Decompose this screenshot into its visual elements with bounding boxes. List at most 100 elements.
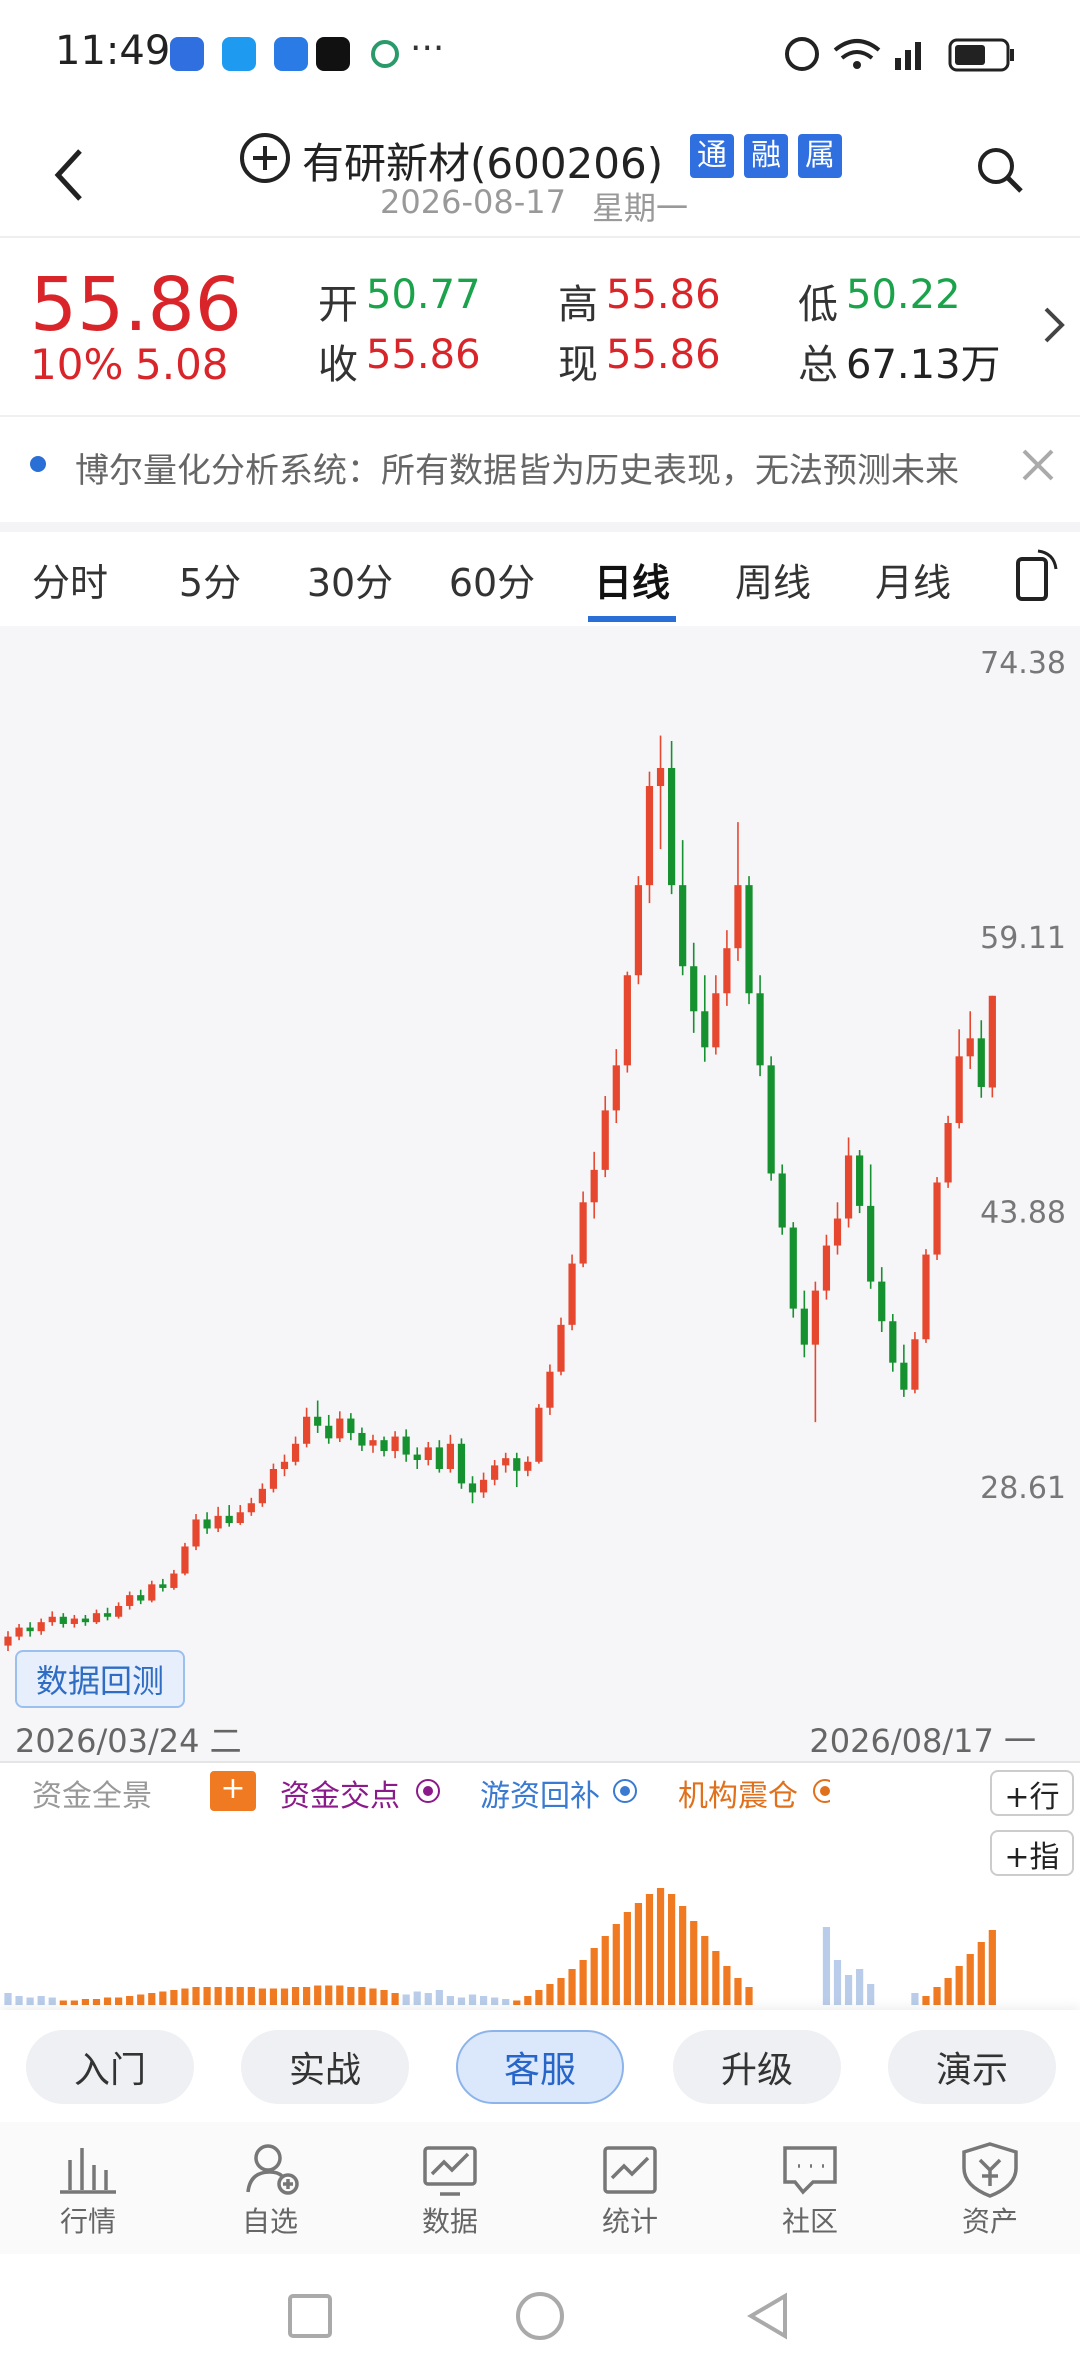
fund-bar [524, 1996, 532, 2005]
tab[interactable]: 30分 [306, 561, 394, 605]
fund-bar [745, 1987, 753, 2005]
nav-item[interactable]: 资产 [961, 2205, 1019, 2238]
badge: 属 [798, 134, 842, 178]
fund-legend[interactable]: 资金交点 [280, 1779, 400, 1814]
fund-legend[interactable]: 机构震仓 [678, 1779, 798, 1814]
tab[interactable]: 日线 [593, 561, 671, 605]
tab[interactable]: 周线 [734, 561, 812, 605]
fund-add[interactable]: + [210, 1771, 256, 1811]
rotate-icon[interactable] [1012, 545, 1062, 605]
fund-bar [148, 1993, 156, 2005]
fund-legend[interactable]: 游资回补 [480, 1779, 600, 1814]
add-indicator[interactable]: +指 [990, 1830, 1074, 1876]
quote-more[interactable] [1040, 305, 1070, 345]
fund-legend[interactable]: 资金全景 [32, 1779, 152, 1814]
candle-body [303, 1416, 311, 1444]
nav-item[interactable]: 数据 [421, 2205, 479, 2238]
nav-item[interactable]: 自选 [241, 2205, 299, 2238]
candle-body [690, 966, 698, 1012]
nav-item[interactable]: 社区 [781, 2205, 839, 2238]
candle-body [170, 1573, 178, 1588]
candle-body [856, 1155, 864, 1206]
fund-bar [513, 2000, 521, 2005]
candle-body [601, 1110, 609, 1170]
fund-bar [103, 1997, 112, 2005]
candle-body [325, 1425, 333, 1439]
tab[interactable]: 5分 [178, 561, 242, 605]
fund-bar [557, 1978, 565, 2005]
fund-bar [314, 1985, 322, 2005]
fund-bar [225, 1987, 233, 2005]
divider [0, 236, 1080, 238]
price: 55.86 [30, 262, 242, 348]
candle-body [513, 1458, 521, 1471]
tab[interactable]: 60分 [448, 561, 536, 605]
quote-label: 收 [318, 342, 358, 388]
action-button[interactable]: 升级 [673, 2030, 841, 2104]
back-button[interactable] [50, 145, 90, 205]
fund-bar [59, 2000, 67, 2005]
fund-bar [303, 1987, 311, 2005]
candle-body [811, 1290, 819, 1345]
notice-text: 博尔量化分析系统：所有数据皆为历史表现，无法预测未来 [75, 451, 959, 491]
fund-bar [26, 1997, 34, 2005]
candle-body [734, 885, 742, 949]
fund-bar [679, 1906, 687, 2005]
action-button[interactable]: 实战 [241, 2030, 409, 2104]
fund-bar [369, 1988, 377, 2005]
fund-bar [446, 1996, 454, 2005]
fund-bar [336, 1985, 344, 2005]
notice-close[interactable] [1020, 447, 1056, 483]
candle-body [181, 1546, 189, 1574]
candle-body [148, 1584, 156, 1601]
fund-bar [435, 1990, 443, 2005]
nav-item[interactable]: 行情 [59, 2205, 117, 2238]
fund-bar [612, 1924, 620, 2005]
fund-bar [203, 1987, 211, 2005]
candle-body [336, 1418, 344, 1439]
search-button[interactable] [975, 145, 1025, 195]
candle-body [258, 1488, 266, 1504]
fund-bar [159, 1991, 167, 2005]
candle-body [126, 1595, 134, 1606]
candle-body [92, 1613, 101, 1623]
fund-bar [347, 1987, 355, 2005]
fund-bar [966, 1954, 974, 2005]
candle-body [800, 1308, 808, 1345]
action-button[interactable]: 客服 [456, 2030, 624, 2104]
add-watch-icon[interactable] [238, 131, 292, 185]
fund-bar [70, 2000, 78, 2005]
candle-body [291, 1443, 300, 1462]
badge: 融 [744, 134, 788, 178]
candle-body [137, 1595, 145, 1601]
candle-body [192, 1519, 200, 1547]
action-button[interactable]: 演示 [888, 2030, 1056, 2104]
kline-chart: 74.38 59.11 43.88 28.61 [0, 646, 1080, 2005]
candle-body [413, 1454, 421, 1460]
candle-body [911, 1339, 919, 1390]
tab[interactable]: 分时 [31, 561, 109, 605]
candle-body [48, 1616, 56, 1623]
nav-item[interactable]: 统计 [601, 2205, 659, 2238]
tab[interactable]: 月线 [874, 561, 952, 605]
quote-value: 55.86 [606, 272, 721, 318]
quote-value: 50.22 [846, 272, 961, 318]
nav-bar [0, 2122, 1080, 2254]
fund-bar [115, 1997, 123, 2005]
add-row[interactable]: +行 [990, 1770, 1074, 1816]
fund-bar [933, 1987, 941, 2005]
action-button[interactable]: 入门 [26, 2030, 194, 2104]
candle-body [966, 1038, 974, 1057]
fund-bar [137, 1994, 145, 2005]
fund-bar [911, 1993, 919, 2005]
fund-bar [867, 1984, 875, 2005]
backtest-button[interactable]: 数据回测 [15, 1650, 185, 1708]
candle-body [922, 1254, 930, 1340]
x-start: 2026/03/24 二 [15, 1722, 242, 1760]
fund-bar [701, 1936, 709, 2005]
fund-bar [92, 1999, 101, 2005]
candle-body [59, 1616, 67, 1624]
candle-body [944, 1123, 952, 1183]
fund-bar [844, 1975, 853, 2005]
candle-body [424, 1447, 432, 1460]
